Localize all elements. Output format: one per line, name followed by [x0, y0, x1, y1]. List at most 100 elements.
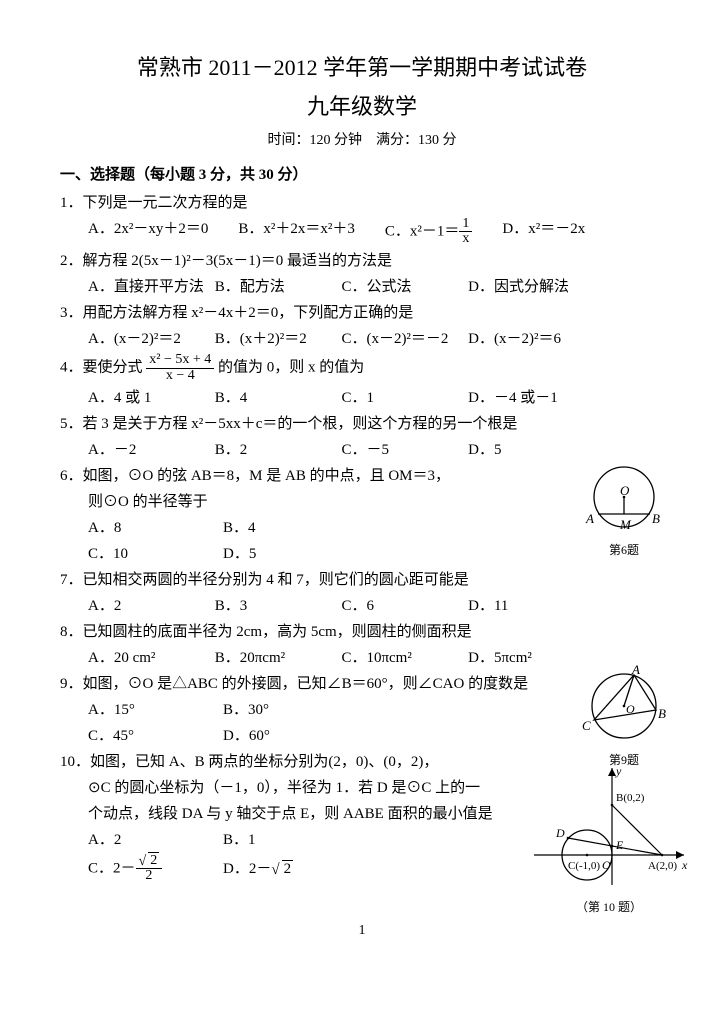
q10-label-d: D — [556, 824, 565, 843]
q3-stem: 3．用配方法解方程 x²－4x＋2＝0，下列配方正确的是 — [60, 301, 664, 325]
q1-opt-c: C．x²－1＝1x — [385, 217, 473, 247]
q8-opt-b: B．20πcm² — [215, 646, 342, 670]
q4-stem: 4．要使分式 x² − 5x + 4x − 4 的值为 0，则 x 的值为 — [60, 353, 664, 383]
q9-label-b: B — [658, 704, 666, 725]
q10-label-c: C(-1,0) — [568, 858, 600, 876]
q4-stem-post: 的值为 0，则 x 的值为 — [214, 360, 364, 376]
q10-opt-c: C．2－22 — [88, 854, 223, 884]
q4-num: x² − 5x + 4 — [146, 353, 214, 369]
question-6: 6．如图，⊙O 的弦 AB＝8，M 是 AB 的中点，且 OM＝3， 则⊙O 的… — [60, 464, 664, 566]
q7-opt-b: B．3 — [215, 594, 342, 618]
q2-opt-b: B．配方法 — [215, 275, 342, 299]
q6-opt-c: C．10 — [88, 542, 223, 566]
q9-opt-a: A．15° — [88, 698, 223, 722]
q10-c-pre: C．2－ — [88, 860, 136, 876]
q9-label-c: C — [582, 716, 591, 737]
q10-options-row1: A．2 B．1 — [60, 828, 388, 852]
q10-opt-b: B．1 — [223, 828, 358, 852]
q1-opt-a: A．2x²－xy＋2＝0 — [88, 217, 208, 247]
q6-label-b: B — [652, 509, 660, 530]
q10-label-x: x — [682, 856, 687, 875]
q6-opt-a: A．8 — [88, 516, 223, 540]
q1-c-num: 1 — [459, 217, 472, 233]
page-number: 1 — [60, 920, 664, 942]
q9-opt-c: C．45° — [88, 724, 223, 748]
q10-label-e: E — [616, 836, 623, 855]
q3-opt-a: A．(x－2)²＝2 — [88, 327, 215, 351]
q1-c-den: x — [459, 232, 472, 247]
q9-options-row1: A．15° B．30° — [60, 698, 388, 722]
q2-opt-d: D．因式分解法 — [468, 275, 595, 299]
exam-meta: 时间：120 分钟 满分：130 分 — [60, 130, 664, 152]
q7-options: A．2 B．3 C．6 D．11 — [60, 594, 664, 618]
q10-c-frac: 22 — [136, 854, 163, 884]
q8-opt-c: C．10πcm² — [341, 646, 468, 670]
q3-options: A．(x－2)²＝2 B．(x＋2)²＝2 C．(x－2)²＝－2 D．(x－2… — [60, 327, 664, 351]
q9-opt-d: D．60° — [223, 724, 358, 748]
q4-den: x − 4 — [146, 369, 214, 384]
q10-c-num: 2 — [136, 854, 163, 870]
q9-opt-b: B．30° — [223, 698, 358, 722]
q8-stem: 8．已知圆柱的底面半径为 2cm，高为 5cm，则圆柱的侧面积是 — [60, 620, 664, 644]
q8-opt-a: A．20 cm² — [88, 646, 215, 670]
section-1-heading: 一、选择题（每小题 3 分，共 30 分） — [60, 163, 664, 187]
q1-stem: 1．下列是一元二次方程的是 — [60, 191, 664, 215]
question-1: 1．下列是一元二次方程的是 A．2x²－xy＋2＝0 B．x²＋2x＝x²＋3 … — [60, 191, 664, 247]
q3-opt-c: C．(x－2)²＝－2 — [341, 327, 468, 351]
q9-options-row2: C．45° D．60° — [60, 724, 388, 748]
q2-stem: 2．解方程 2(5x－1)²－3(5x－1)＝0 最适当的方法是 — [60, 249, 664, 273]
q4-stem-pre: 4．要使分式 — [60, 360, 146, 376]
q10-opt-a: A．2 — [88, 828, 223, 852]
q10-label-a: A(2,0) — [648, 858, 677, 876]
q3-opt-b: B．(x＋2)²＝2 — [215, 327, 342, 351]
q1-c-frac: 1x — [459, 217, 472, 247]
q10-figure: y x B(0,2) A(2,0) C(-1,0) D E O （第 10 题） — [524, 760, 694, 917]
q4-options: A．4 或 1 B．4 C．1 D．－4 或－1 — [60, 386, 664, 410]
q1-c-pre: C．x²－1＝ — [385, 223, 460, 239]
q4-opt-c: C．1 — [341, 386, 468, 410]
q10-c-sqrt: 2 — [148, 852, 159, 868]
q10-c-den: 2 — [136, 869, 163, 884]
q6-label-m: M — [620, 515, 631, 536]
q7-stem: 7．已知相交两圆的半径分别为 4 和 7，则它们的圆心距可能是 — [60, 568, 664, 592]
q9-label-a: A — [632, 660, 640, 681]
q6-label-a: A — [586, 509, 594, 530]
question-4: 4．要使分式 x² − 5x + 4x − 4 的值为 0，则 x 的值为 A．… — [60, 353, 664, 409]
q5-opt-c: C．－5 — [341, 438, 468, 462]
question-10: 10．如图，已知 A、B 两点的坐标分别为(2，0)、(0，2)， ⊙C 的圆心… — [60, 750, 664, 900]
q6-label-o: O — [620, 481, 629, 502]
question-5: 5．若 3 是关于方程 x²－5xx＋c＝的一个根，则这个方程的另一个根是 A．… — [60, 412, 664, 462]
q10-label-y: y — [616, 762, 621, 781]
q10-d-rad: 2 — [282, 860, 294, 877]
q4-frac: x² − 5x + 4x − 4 — [146, 353, 214, 383]
question-9: 9．如图，⊙O 是△ABC 的外接圆，已知∠B＝60°，则∠CAO 的度数是 A… — [60, 672, 664, 748]
q5-stem: 5．若 3 是关于方程 x²－5xx＋c＝的一个根，则这个方程的另一个根是 — [60, 412, 664, 436]
q4-opt-a: A．4 或 1 — [88, 386, 215, 410]
q6-opt-d: D．5 — [223, 542, 358, 566]
question-3: 3．用配方法解方程 x²－4x＋2＝0，下列配方正确的是 A．(x－2)²＝2 … — [60, 301, 664, 351]
q6-figure: O A M B 第6题 — [574, 459, 674, 560]
q7-opt-a: A．2 — [88, 594, 215, 618]
q6-options-row1: A．8 B．4 — [60, 516, 388, 540]
q10-label-b: B(0,2) — [616, 790, 644, 808]
q7-opt-d: D．11 — [468, 594, 595, 618]
q4-opt-d: D．－4 或－1 — [468, 386, 595, 410]
q1-opt-b: B．x²＋2x＝x²＋3 — [238, 217, 355, 247]
q10-label-o: O — [602, 856, 611, 875]
q1-options: A．2x²－xy＋2＝0 B．x²＋2x＝x²＋3 C．x²－1＝1x D．x²… — [60, 217, 664, 247]
q2-opt-a: A．直接开平方法 — [88, 275, 215, 299]
q2-options: A．直接开平方法 B．配方法 C．公式法 D．因式分解法 — [60, 275, 664, 299]
question-7: 7．已知相交两圆的半径分别为 4 和 7，则它们的圆心距可能是 A．2 B．3 … — [60, 568, 664, 618]
q6-fig-caption: 第6题 — [574, 541, 674, 560]
page-title-1: 常熟市 2011－2012 学年第一学期期中考试试卷 — [60, 50, 664, 85]
q7-opt-c: C．6 — [341, 594, 468, 618]
q6-options-row2: C．10 D．5 — [60, 542, 388, 566]
q5-opt-b: B．2 — [215, 438, 342, 462]
q10-opt-d: D．2－ 2 — [223, 857, 358, 881]
q10-d-pre: D．2－ — [223, 861, 271, 877]
q1-opt-d: D．x²＝－2x — [502, 217, 585, 247]
q3-opt-d: D．(x－2)²＝6 — [468, 327, 595, 351]
q9-label-o: O — [626, 700, 635, 719]
q4-opt-b: B．4 — [215, 386, 342, 410]
q6-opt-b: B．4 — [223, 516, 358, 540]
